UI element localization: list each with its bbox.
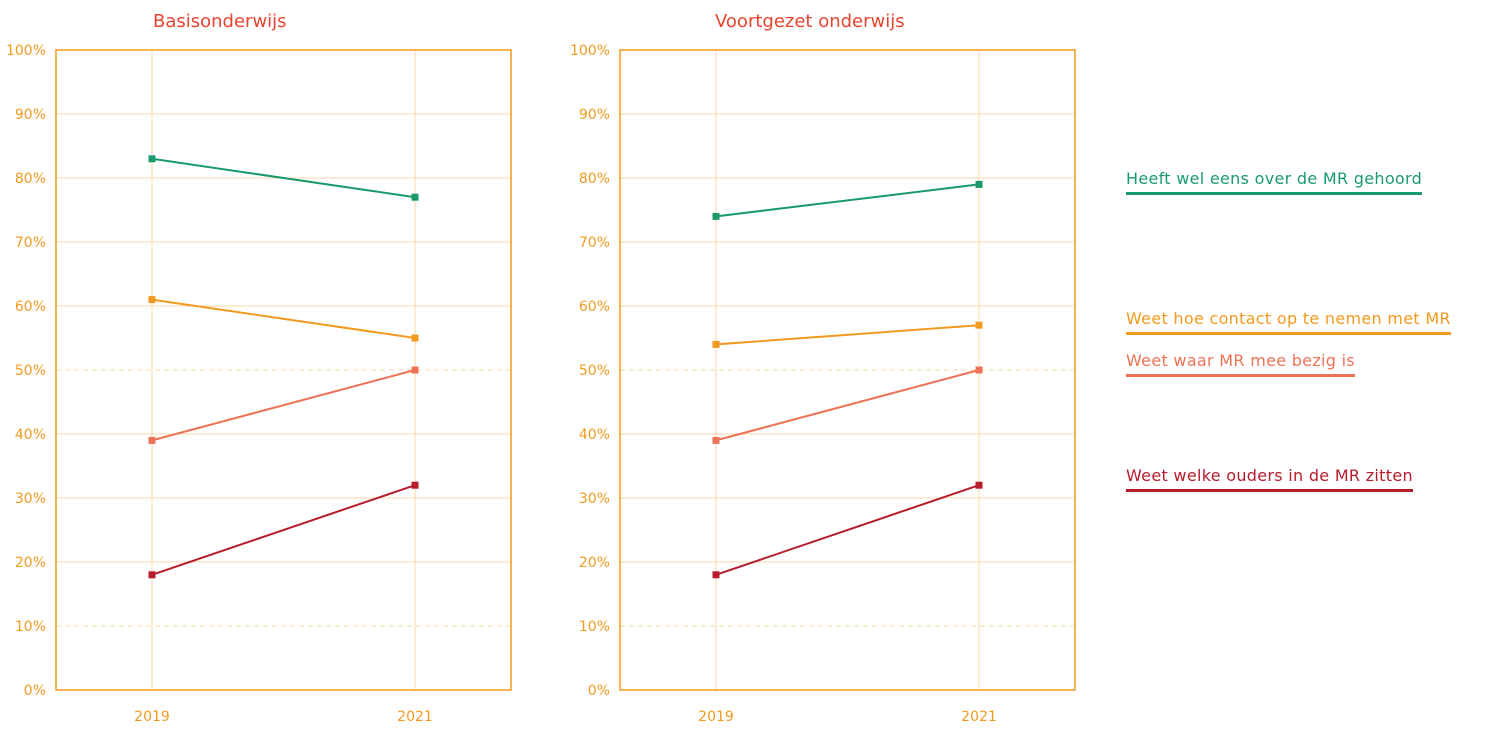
voortgezet-xtick-label: 2021 — [961, 709, 997, 725]
voortgezet-ytick-label: 80% — [579, 171, 610, 187]
basis-ytick-label: 20% — [15, 555, 46, 571]
basis-ytick-label: 40% — [15, 427, 46, 443]
voortgezet-title: Voortgezet onderwijs — [715, 11, 905, 32]
voortgezet-ytick-label: 70% — [579, 235, 610, 251]
voortgezet-ytick-label: 90% — [579, 107, 610, 123]
basis-data-point — [148, 571, 156, 579]
basis-ytick-label: 10% — [15, 619, 46, 635]
voortgezet-series-line-3 — [715, 484, 980, 576]
voortgezet-data-point — [712, 436, 720, 444]
basis-ytick-label: 100% — [6, 43, 46, 59]
basis-ytick-label: 0% — [24, 683, 46, 699]
voortgezet-data-point — [975, 481, 983, 489]
voortgezet-ytick-label: 10% — [579, 619, 610, 635]
voortgezet-series-line-1 — [715, 324, 980, 346]
basis-ytick-label: 30% — [15, 491, 46, 507]
basis-series-line-2 — [151, 369, 416, 442]
basis-data-point — [411, 334, 419, 342]
voortgezet-ytick-label: 20% — [579, 555, 610, 571]
voortgezet-ytick-label: 0% — [588, 683, 610, 699]
basis-series-line-3 — [151, 484, 416, 576]
basis-plot-frame — [55, 49, 512, 691]
voortgezet-data-point — [975, 366, 983, 374]
basis-data-point — [148, 155, 156, 163]
basis-ytick-label: 50% — [15, 363, 46, 379]
voortgezet-series-line-0 — [715, 183, 980, 218]
legend: Heeft wel eens over de MR gehoord Weet h… — [1126, 0, 1496, 730]
voortgezet-ytick-label: 100% — [570, 43, 610, 59]
basis-data-point — [411, 193, 419, 201]
basis-series-line-1 — [151, 298, 416, 339]
basis-xtick-label: 2021 — [397, 709, 433, 725]
legend-item-heard-of-mr: Heeft wel eens over de MR gehoord — [1126, 169, 1423, 195]
voortgezet-ytick-label: 30% — [579, 491, 610, 507]
voortgezet-ytick-label: 40% — [579, 427, 610, 443]
voortgezet-data-point — [975, 321, 983, 329]
voortgezet-series-line-2 — [715, 369, 980, 442]
basis-series-line-0 — [151, 157, 416, 199]
basis-ytick-label: 70% — [15, 235, 46, 251]
basis-ytick-label: 60% — [15, 299, 46, 315]
voortgezet-ytick-label: 50% — [579, 363, 610, 379]
legend-item-contact-mr: Weet hoe contact op te nemen met MR — [1126, 309, 1451, 335]
basis-xtick-label: 2019 — [134, 709, 170, 725]
basis-data-point — [411, 481, 419, 489]
voortgezet-ytick-label: 60% — [579, 299, 610, 315]
voortgezet-data-point — [712, 571, 720, 579]
legend-item-mr-activities: Weet waar MR mee bezig is — [1126, 351, 1356, 377]
voortgezet-plot-frame — [619, 49, 1076, 691]
basis-title: Basisonderwijs — [153, 11, 287, 32]
basis-ytick-label: 80% — [15, 171, 46, 187]
voortgezet-xtick-label: 2019 — [698, 709, 734, 725]
basis-data-point — [411, 366, 419, 374]
basis-ytick-label: 90% — [15, 107, 46, 123]
voortgezet-data-point — [712, 212, 720, 220]
voortgezet-data-point — [975, 180, 983, 188]
basis-data-point — [148, 296, 156, 304]
legend-item-parents-in-mr: Weet welke ouders in de MR zitten — [1126, 466, 1413, 492]
basis-data-point — [148, 436, 156, 444]
voortgezet-data-point — [712, 340, 720, 348]
